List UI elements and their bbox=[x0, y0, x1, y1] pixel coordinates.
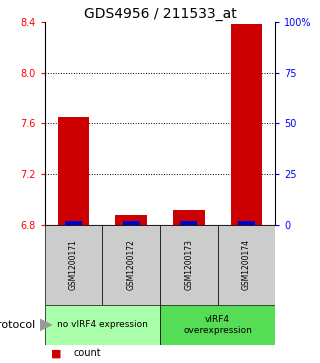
Bar bbox=[180, 221, 197, 225]
Bar bbox=[238, 221, 255, 225]
Text: ■: ■ bbox=[51, 348, 62, 359]
Bar bbox=[218, 225, 275, 305]
Text: GSM1200172: GSM1200172 bbox=[127, 240, 136, 290]
Bar bbox=[160, 225, 218, 305]
Bar bbox=[160, 305, 275, 345]
Bar bbox=[123, 221, 140, 225]
Bar bbox=[65, 221, 82, 225]
Text: protocol: protocol bbox=[0, 320, 35, 330]
FancyArrow shape bbox=[40, 319, 53, 331]
Bar bbox=[230, 24, 262, 225]
Text: GSM1200171: GSM1200171 bbox=[69, 240, 78, 290]
Text: GSM1200173: GSM1200173 bbox=[184, 240, 193, 290]
Text: no vIRF4 expression: no vIRF4 expression bbox=[57, 321, 148, 329]
Bar bbox=[173, 210, 205, 225]
Bar bbox=[45, 305, 160, 345]
Bar bbox=[58, 117, 90, 225]
Bar bbox=[115, 215, 147, 225]
Title: GDS4956 / 211533_at: GDS4956 / 211533_at bbox=[84, 7, 236, 21]
Bar bbox=[45, 225, 102, 305]
Text: GSM1200174: GSM1200174 bbox=[242, 240, 251, 290]
Text: count: count bbox=[74, 348, 101, 359]
Bar bbox=[102, 225, 160, 305]
Text: vIRF4
overexpression: vIRF4 overexpression bbox=[183, 315, 252, 335]
